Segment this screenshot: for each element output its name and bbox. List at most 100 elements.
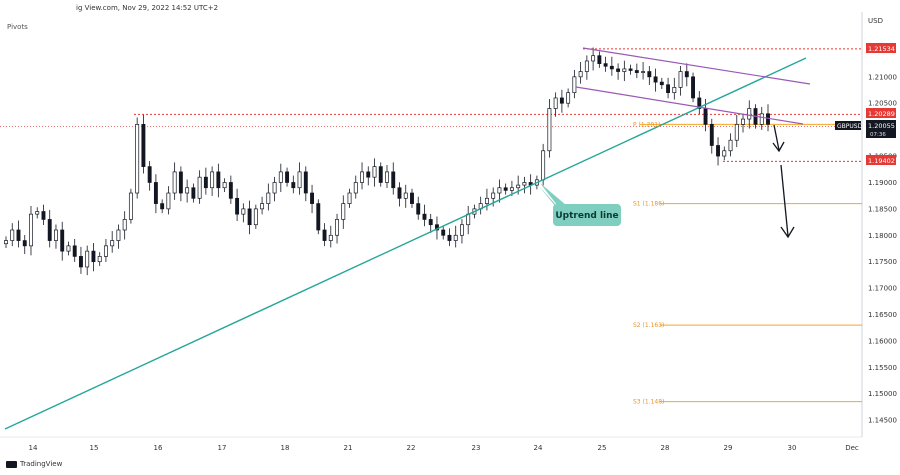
candle-body	[216, 171, 221, 189]
candle-body	[391, 171, 396, 189]
x-tick-label: Dec	[845, 444, 859, 452]
candle-body	[759, 113, 764, 125]
candle-body	[97, 256, 102, 263]
pivot-level-label: S2 (1.163)	[633, 322, 664, 329]
x-tick-label: 28	[661, 444, 670, 452]
x-axis-ticks: 14 15 16 17 18 21 22 23 24 25 28 29 30 Dec	[29, 444, 859, 452]
candle-body	[584, 60, 589, 72]
svg-text:1.21534: 1.21534	[868, 45, 895, 53]
candle-body	[141, 124, 146, 167]
candle-body	[603, 63, 608, 67]
candle-body	[4, 240, 8, 245]
x-tick-label: 21	[344, 444, 353, 452]
candle-body	[641, 71, 646, 73]
candle-body	[491, 192, 496, 199]
candle-body	[703, 108, 708, 125]
candle-body	[509, 187, 514, 191]
x-tick-label: 25	[598, 444, 607, 452]
candle-body	[628, 68, 633, 71]
candle-body	[203, 176, 208, 189]
candle-body	[91, 250, 96, 263]
candle-body	[285, 171, 290, 183]
currency-label: USD	[868, 17, 883, 25]
current-price-tag: GBPUSD 1.20055 07:36	[835, 120, 896, 138]
candle-body	[716, 145, 720, 157]
candle-body	[372, 166, 377, 178]
candle-body	[659, 81, 664, 86]
candle-body	[110, 240, 115, 247]
y-tick-label: 1.18000	[868, 232, 897, 240]
candle-body	[85, 250, 90, 268]
x-tick-label: 24	[534, 444, 543, 452]
candle-body	[291, 182, 296, 189]
y-tick-label: 1.14500	[868, 417, 897, 425]
candle-body	[666, 84, 671, 94]
x-tick-label: 15	[90, 444, 99, 452]
candle-body	[634, 70, 639, 73]
candle-body	[441, 229, 446, 236]
candle-body	[622, 68, 627, 72]
candle-body	[572, 76, 577, 94]
y-tick-label: 1.17500	[868, 258, 897, 266]
svg-text:1.20055: 1.20055	[868, 122, 895, 130]
candle-body	[60, 229, 65, 252]
candle-body	[684, 71, 689, 78]
candle-body	[503, 187, 508, 191]
channel-lower-line[interactable]	[575, 86, 804, 125]
candle-body	[566, 92, 571, 104]
candle-body	[103, 245, 108, 257]
candle-body	[522, 182, 527, 186]
candle-body	[210, 171, 215, 189]
candle-body	[741, 118, 745, 125]
candle-body	[172, 171, 177, 194]
candle-body	[222, 182, 227, 189]
candle-body	[616, 68, 621, 72]
candle-body	[128, 192, 133, 220]
chart-source-line: ig View.com, Nov 29, 2022 14:52 UTC+2	[76, 4, 219, 12]
y-tick-label: 1.17000	[868, 285, 897, 293]
x-tick-label: 29	[724, 444, 733, 452]
x-tick-label: 17	[218, 444, 227, 452]
candle-body	[403, 192, 408, 199]
pivot-level-label: P (1.201)	[633, 121, 660, 128]
candle-body	[366, 171, 371, 178]
candle-body	[316, 203, 321, 231]
candle-body	[578, 71, 583, 78]
candle-body	[153, 182, 158, 204]
svg-text:GBPUSD: GBPUSD	[837, 123, 863, 130]
x-tick-label: 22	[407, 444, 416, 452]
candle-body	[428, 219, 433, 226]
candle-body	[35, 211, 40, 215]
candle-body	[453, 234, 458, 241]
candle-body	[447, 234, 452, 241]
candle-body	[310, 192, 314, 204]
candle-body	[591, 55, 596, 62]
candle-body	[541, 150, 546, 181]
candle-body	[260, 203, 265, 210]
uptrend-line[interactable]	[4, 57, 807, 430]
indicator-label[interactable]: Pivots	[7, 23, 28, 31]
high-price-tag: 1.21534	[866, 43, 896, 53]
candle-body	[360, 171, 364, 183]
candle-body	[697, 97, 702, 109]
candle-body	[497, 187, 502, 194]
candle-body	[253, 208, 258, 226]
support-price-tag: 1.19402	[866, 155, 896, 165]
candle-body	[178, 171, 183, 194]
candle-body	[228, 182, 233, 199]
candle-body	[272, 182, 277, 194]
candle-body	[66, 245, 71, 252]
candle-body	[335, 219, 339, 236]
y-tick-label: 1.16500	[868, 311, 897, 319]
candle-body	[653, 76, 658, 83]
candle-body	[185, 187, 190, 194]
uptrend-label-badge: Uptrend line	[538, 183, 621, 226]
y-tick-label: 1.15000	[868, 390, 897, 398]
candle-body	[197, 176, 202, 199]
channel-upper-line[interactable]	[582, 47, 811, 85]
candle-body	[553, 97, 558, 109]
tradingview-brand[interactable]: TradingView	[6, 460, 62, 468]
candle-body	[235, 197, 240, 215]
candle-body	[647, 71, 652, 78]
